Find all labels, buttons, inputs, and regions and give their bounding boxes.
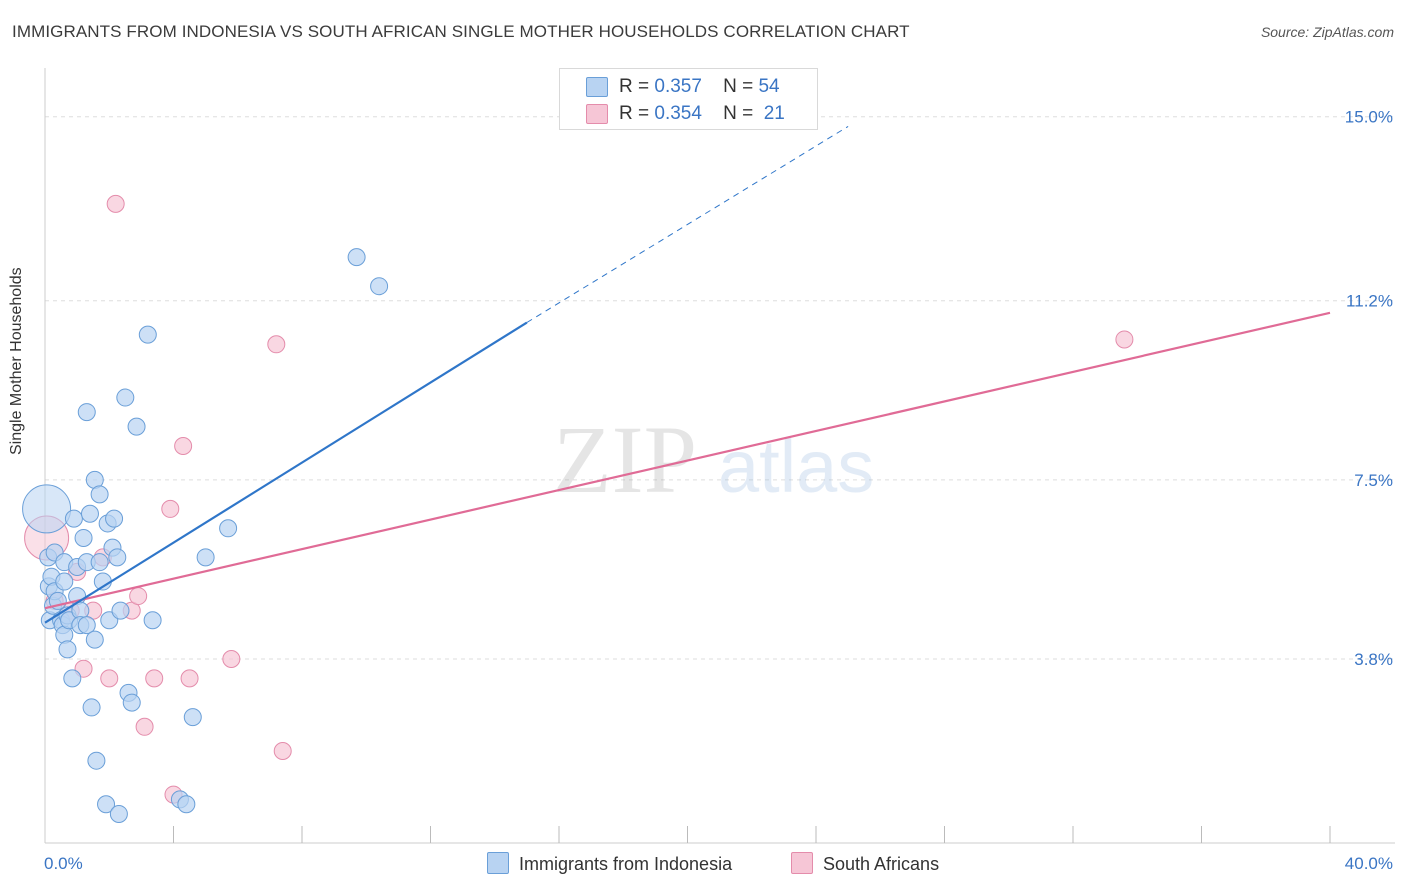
y-tick-label: 3.8% bbox=[1354, 650, 1393, 669]
legend-item-indonesia[interactable]: Immigrants from Indonesia bbox=[487, 852, 732, 875]
r-label: R = bbox=[619, 76, 650, 97]
indonesia-point bbox=[111, 601, 130, 620]
indonesia-point bbox=[127, 417, 146, 436]
x-tick-label: 0.0% bbox=[44, 854, 83, 873]
indonesia-point bbox=[177, 795, 196, 814]
south-africans-point bbox=[135, 717, 154, 736]
indonesia-point bbox=[82, 698, 101, 717]
indonesia-point bbox=[64, 509, 83, 528]
south-africans-legend-swatch bbox=[791, 852, 813, 874]
indonesia-point bbox=[109, 804, 128, 823]
indonesia-point bbox=[347, 248, 366, 267]
indonesia-point bbox=[97, 795, 116, 814]
south-africans-point bbox=[174, 436, 193, 455]
indonesia-point bbox=[85, 630, 104, 649]
south-africans-point bbox=[100, 669, 119, 688]
south-africans-swatch bbox=[586, 104, 608, 124]
y-tick-label: 11.2% bbox=[1346, 292, 1393, 311]
y-tick-label: 15.0% bbox=[1345, 108, 1393, 127]
south-africans-point bbox=[129, 587, 148, 606]
south-africans-point bbox=[1115, 330, 1134, 349]
indonesia-point bbox=[196, 548, 215, 567]
legend-label-indonesia: Immigrants from Indonesia bbox=[519, 854, 733, 874]
tick-labels: 3.8% 7.5% 11.2% 15.0% 0.0% 40.0% bbox=[44, 108, 1393, 873]
indonesia-legend-swatch bbox=[487, 852, 509, 874]
south-africans-point bbox=[180, 669, 199, 688]
source-label: Source: ZipAtlas.com bbox=[1260, 24, 1394, 40]
r-label: R = bbox=[619, 103, 650, 124]
indonesia-point bbox=[90, 553, 109, 572]
indonesia-point bbox=[55, 572, 74, 591]
x-tick-label: 40.0% bbox=[1345, 854, 1393, 873]
trend-lines bbox=[44, 125, 1331, 624]
n-label: N = bbox=[723, 76, 754, 97]
n-value: 54 bbox=[758, 76, 780, 97]
n-label: N = bbox=[723, 103, 754, 124]
r-value: 0.354 bbox=[654, 103, 702, 124]
indonesia-point bbox=[22, 484, 72, 534]
stats-legend: R = 0.357 N = 54 R = 0.354 N = 21 bbox=[559, 68, 818, 130]
south-africans-point bbox=[161, 499, 180, 518]
indonesia-point bbox=[77, 403, 96, 422]
indonesia-point bbox=[105, 509, 124, 528]
south-africans-point bbox=[273, 742, 292, 761]
indonesia-swatch bbox=[586, 77, 608, 97]
indonesia-point bbox=[370, 277, 389, 296]
y-tick-label: 7.5% bbox=[1354, 471, 1393, 490]
chart-title: IMMIGRANTS FROM INDONESIA VS SOUTH AFRIC… bbox=[12, 22, 910, 41]
indonesia-point bbox=[183, 708, 202, 727]
axes bbox=[44, 68, 1395, 844]
indonesia-point bbox=[122, 693, 141, 712]
watermark: ZIP atlas bbox=[553, 406, 874, 513]
indonesia-point bbox=[58, 640, 77, 659]
indonesia-point bbox=[80, 504, 99, 523]
indonesia-point bbox=[219, 519, 238, 538]
indonesia-point bbox=[116, 388, 135, 407]
legend-label-south-africans: South Africans bbox=[823, 854, 940, 874]
indonesia-point bbox=[77, 616, 96, 635]
indonesia-point bbox=[138, 325, 157, 344]
indonesia-point bbox=[63, 669, 82, 688]
indonesia-points bbox=[22, 248, 389, 823]
grid-lines bbox=[45, 116, 1395, 660]
indonesia-point bbox=[108, 548, 127, 567]
south-africans-point bbox=[222, 650, 241, 669]
indonesia-point bbox=[74, 528, 93, 547]
indonesia-trend-extension bbox=[526, 125, 849, 323]
watermark-zip: ZIP bbox=[553, 406, 697, 513]
watermark-atlas: atlas bbox=[718, 425, 874, 508]
indonesia-point bbox=[90, 485, 109, 504]
south-africans-trend-line bbox=[44, 311, 1331, 610]
south-africans-point bbox=[106, 194, 125, 213]
indonesia-trend-line bbox=[44, 321, 528, 624]
indonesia-point bbox=[87, 751, 106, 770]
indonesia-point bbox=[143, 611, 162, 630]
legend-item-south-africans[interactable]: South Africans bbox=[791, 852, 939, 875]
south-africans-point bbox=[267, 335, 286, 354]
south-africans-point bbox=[145, 669, 164, 688]
y-axis-label: Single Mother Households bbox=[8, 267, 25, 455]
n-value: 21 bbox=[763, 103, 785, 124]
r-value: 0.357 bbox=[654, 76, 702, 97]
